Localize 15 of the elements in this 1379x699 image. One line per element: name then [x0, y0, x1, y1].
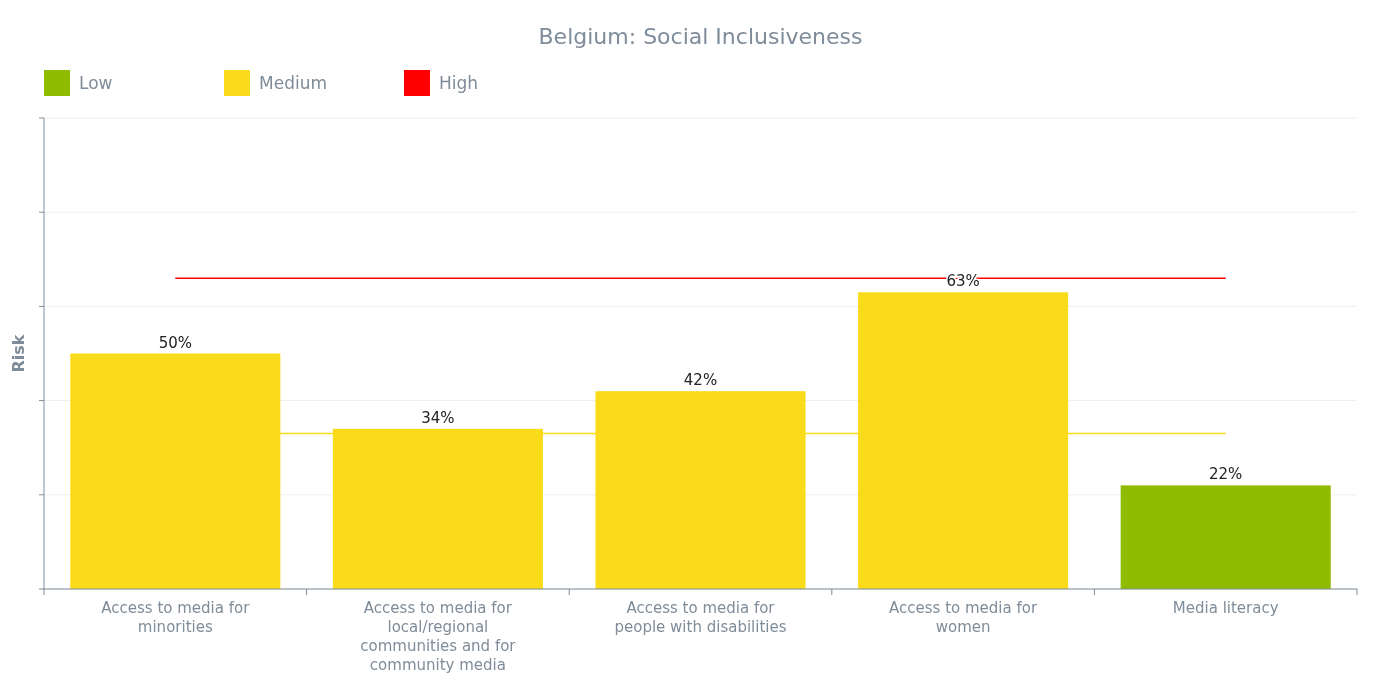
data-label: 50%: [158, 333, 192, 352]
bar: [1120, 485, 1331, 589]
x-tick-label: Access to media for local/regional communities and for community media: [360, 599, 517, 674]
x-tick-label: Access to media for women: [889, 599, 1038, 636]
x-tick-label: Access to media for minorities: [101, 599, 251, 636]
legend-label: Medium: [259, 73, 327, 93]
x-tick-label: Access to media for people with disabilities: [614, 599, 787, 636]
chart-title: Belgium: Social Inclusiveness: [538, 24, 863, 49]
legend-label: Low: [79, 73, 113, 93]
data-label: 42%: [683, 371, 718, 390]
data-label: 22%: [1209, 465, 1243, 484]
y-axis-title: Risk: [9, 334, 28, 373]
legend-label: High: [439, 73, 479, 93]
x-tick-label: Media literacy: [1172, 599, 1279, 617]
data-label: 34%: [421, 408, 455, 427]
